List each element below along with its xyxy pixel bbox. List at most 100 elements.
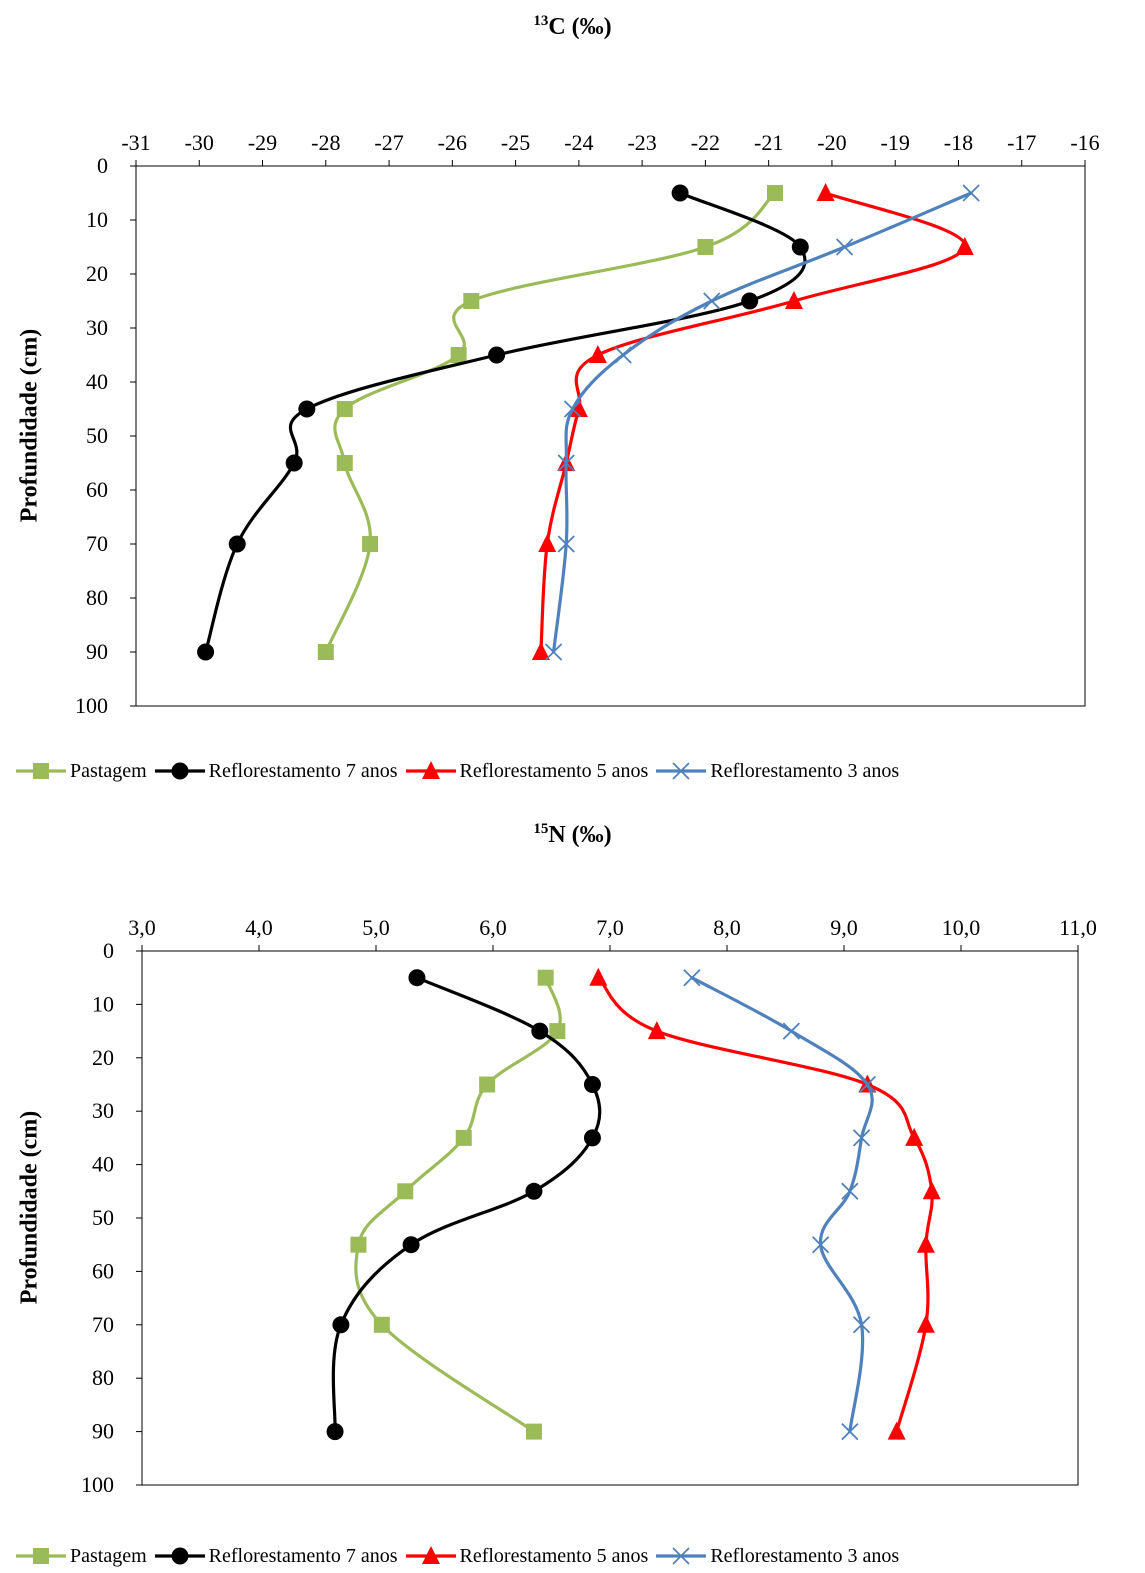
data-point bbox=[671, 184, 689, 202]
legend-swatch bbox=[154, 762, 205, 780]
data-point bbox=[402, 1236, 420, 1254]
y-tick-label: 100 bbox=[81, 1472, 114, 1497]
data-point bbox=[336, 401, 353, 417]
series-line bbox=[324, 191, 777, 654]
data-point bbox=[298, 400, 316, 418]
data-point bbox=[841, 1422, 859, 1441]
data-point bbox=[816, 183, 835, 201]
x-tick-label: 10,0 bbox=[942, 915, 981, 940]
data-point bbox=[614, 346, 632, 364]
data-point bbox=[228, 535, 246, 553]
y-tick-label: 50 bbox=[92, 1205, 114, 1230]
data-point bbox=[285, 454, 303, 472]
data-point bbox=[557, 454, 575, 472]
data-point bbox=[741, 292, 759, 310]
legend: Pastagem Reflorestamento 7 anos Refloresta… bbox=[14, 1539, 1145, 1573]
y-tick-label: 80 bbox=[92, 1365, 114, 1390]
chart-title: 13C (‰) bbox=[533, 13, 612, 40]
legend-swatch bbox=[16, 1548, 66, 1564]
data-point bbox=[858, 1075, 877, 1094]
legend-item: Reflorestamento 5 anos bbox=[404, 759, 649, 783]
data-point bbox=[858, 1074, 877, 1093]
x-tick-label: -23 bbox=[627, 130, 656, 155]
x-tick-label: 3,0 bbox=[128, 915, 156, 940]
x-tick-label: 6,0 bbox=[479, 915, 507, 940]
legend-marker bbox=[33, 1548, 49, 1564]
data-point bbox=[683, 969, 701, 987]
legend-label: Reflorestamento 7 anos bbox=[208, 759, 398, 782]
y-tick-label: 60 bbox=[92, 1258, 114, 1283]
data-point bbox=[538, 534, 557, 552]
data-point bbox=[525, 1182, 543, 1200]
x-tick-label: -24 bbox=[564, 130, 593, 155]
data-point bbox=[332, 1316, 350, 1334]
data-point bbox=[479, 1076, 496, 1093]
data-point bbox=[791, 238, 809, 256]
data-point bbox=[916, 1234, 935, 1253]
data-point bbox=[811, 1236, 830, 1254]
legend-swatch bbox=[656, 1547, 707, 1565]
data-point bbox=[905, 1127, 924, 1146]
data-point bbox=[922, 1181, 941, 1200]
x-tick-label: -31 bbox=[121, 130, 150, 155]
x-tick-label: -19 bbox=[881, 130, 910, 155]
y-tick-label: 30 bbox=[86, 315, 108, 340]
data-point bbox=[557, 535, 575, 553]
data-point bbox=[373, 1316, 390, 1333]
y-tick-label: 60 bbox=[86, 477, 108, 502]
x-tick-label: 7,0 bbox=[596, 915, 624, 940]
legend-item: Reflorestamento 3 anos bbox=[654, 760, 899, 783]
y-axis-label: Profundidade (cm) bbox=[16, 1110, 43, 1305]
legend-label: Reflorestamento 5 anos bbox=[459, 759, 649, 782]
data-point bbox=[317, 644, 334, 660]
y-tick-label: 90 bbox=[92, 1419, 114, 1444]
x-tick-label: -30 bbox=[185, 130, 214, 155]
x-tick-label: 4,0 bbox=[245, 915, 273, 940]
legend-swatch bbox=[16, 763, 66, 779]
legend-marker bbox=[171, 1547, 189, 1565]
legend-label: Reflorestamento 3 anos bbox=[710, 759, 900, 782]
legend-swatch bbox=[154, 1547, 205, 1565]
legend-label: Reflorestamento 7 anos bbox=[208, 1544, 398, 1567]
data-point bbox=[841, 1182, 859, 1200]
legend-item: Reflorestamento 3 anos bbox=[654, 1545, 899, 1568]
data-point bbox=[197, 643, 215, 661]
data-point bbox=[916, 1314, 935, 1333]
legend-swatch bbox=[405, 1546, 456, 1564]
plot-frame bbox=[141, 950, 1079, 1486]
data-point bbox=[569, 399, 588, 417]
y-tick-label: 30 bbox=[92, 1098, 114, 1123]
legend-item: Reflorestamento 7 anos bbox=[153, 1545, 398, 1568]
y-tick-label: 100 bbox=[75, 693, 108, 718]
x-tick-label: -28 bbox=[311, 130, 340, 155]
series-reflorestamento-3-anos bbox=[683, 969, 877, 1441]
data-point bbox=[962, 184, 980, 202]
y-tick-label: 50 bbox=[86, 423, 108, 448]
x-tick-label: -18 bbox=[944, 130, 973, 155]
data-point bbox=[955, 237, 974, 255]
legend-marker bbox=[672, 1547, 690, 1565]
y-tick-label: 70 bbox=[92, 1312, 114, 1337]
data-point bbox=[697, 239, 714, 255]
legend-item: Reflorestamento 5 anos bbox=[404, 1545, 648, 1568]
legend: Pastagem Reflorestamento 7 anos Refloresta… bbox=[14, 754, 1145, 788]
data-point bbox=[835, 238, 854, 256]
data-point bbox=[455, 1129, 472, 1146]
x-tick-label: -22 bbox=[691, 130, 720, 155]
x-tick-label: -29 bbox=[248, 130, 277, 155]
data-point bbox=[463, 293, 480, 309]
legend-marker bbox=[672, 762, 690, 780]
data-point bbox=[563, 400, 582, 418]
x-tick-label: -16 bbox=[1070, 130, 1099, 155]
x-tick-label: -25 bbox=[501, 130, 530, 155]
series-reflorestamento-3-anos bbox=[544, 184, 980, 661]
data-point bbox=[525, 1423, 542, 1440]
y-tick-label: 20 bbox=[92, 1045, 114, 1070]
data-point bbox=[887, 1421, 906, 1440]
data-point bbox=[326, 1423, 344, 1441]
plot-area: -31 -30 -29 -28 -27 -26 -25 -24 -23 -22 -21 -20 -19 -… bbox=[75, 130, 1100, 718]
x-tick-label: -27 bbox=[374, 130, 403, 155]
series-line bbox=[331, 976, 602, 1434]
x-tick-label: 5,0 bbox=[362, 915, 390, 940]
series-line bbox=[596, 976, 934, 1434]
